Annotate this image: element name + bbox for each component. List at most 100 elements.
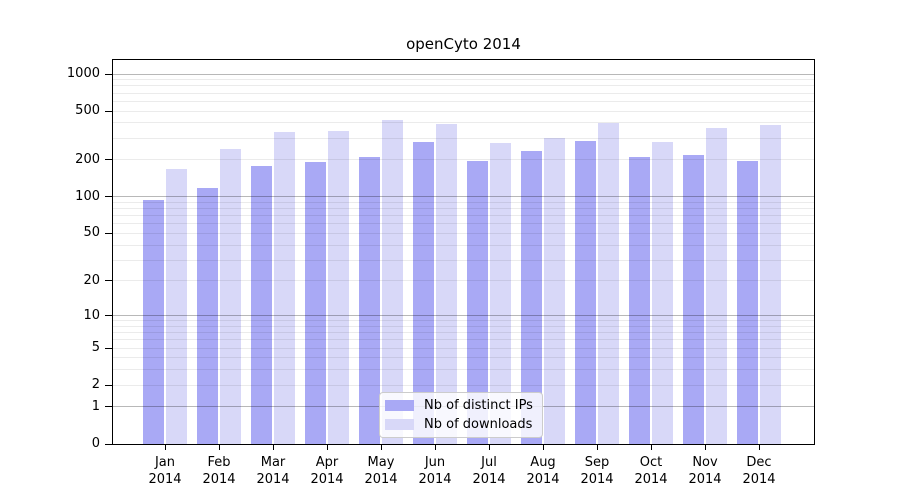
x-tick-mar <box>273 444 274 450</box>
gridline-3 <box>113 369 814 371</box>
gridline-4 <box>113 357 814 359</box>
y-tick-20 <box>105 280 112 282</box>
y-tick-500 <box>105 110 112 112</box>
chart-title: openCyto 2014 <box>406 35 521 53</box>
gridline-6 <box>113 339 814 341</box>
gridline-600 <box>113 100 814 102</box>
x-tick-label-apr: Apr 2014 <box>310 455 344 487</box>
y-tick-label-2: 2 <box>91 377 100 393</box>
legend-label-downloads: Nb of downloads <box>424 417 533 432</box>
y-tick-50 <box>105 232 112 234</box>
legend-swatch-distinct-ips <box>385 400 414 411</box>
y-tick-200 <box>105 159 112 161</box>
bar-distinct-ips-feb <box>197 188 218 444</box>
gridline-90 <box>113 201 814 203</box>
gridline-50 <box>113 232 814 234</box>
x-tick-label-oct: Oct 2014 <box>634 455 668 487</box>
y-tick-label-20: 20 <box>83 272 100 288</box>
x-tick-aug <box>543 444 544 450</box>
y-tick-1 <box>105 406 112 408</box>
bar-downloads-oct <box>652 142 673 444</box>
x-tick-dec <box>759 444 760 450</box>
gridline-300 <box>113 137 814 139</box>
x-tick-jan <box>165 444 166 450</box>
legend: Nb of distinct IPs Nb of downloads <box>379 392 543 438</box>
gridline-80 <box>113 208 814 210</box>
bar-downloads-sep <box>598 122 619 444</box>
y-tick-label-100: 100 <box>75 188 100 204</box>
gridline-10 <box>113 315 814 317</box>
bar-distinct-ips-aug <box>521 151 542 444</box>
y-tick-5 <box>105 347 112 349</box>
y-tick-label-0: 0 <box>91 436 100 451</box>
y-tick-10 <box>105 315 112 317</box>
bar-distinct-ips-apr <box>305 162 326 444</box>
bar-distinct-ips-jul <box>467 161 488 444</box>
y-tick-0 <box>105 443 112 445</box>
x-tick-label-nov: Nov 2014 <box>688 455 722 487</box>
y-tick-label-1000: 1000 <box>66 66 100 81</box>
x-tick-label-aug: Aug 2014 <box>526 455 560 487</box>
x-tick-feb <box>219 444 220 450</box>
bar-distinct-ips-oct <box>629 157 650 444</box>
x-tick-label-sep: Sep 2014 <box>580 455 614 487</box>
y-tick-1000 <box>105 73 112 75</box>
gridline-60 <box>113 223 814 225</box>
y-tick-label-1: 1 <box>91 398 100 414</box>
y-tick-label-5: 5 <box>91 340 100 356</box>
bar-downloads-jan <box>166 168 187 444</box>
x-tick-oct <box>651 444 652 450</box>
bar-downloads-nov <box>706 127 727 444</box>
y-tick-label-10: 10 <box>83 307 100 323</box>
x-tick-label-jul: Jul 2014 <box>472 455 506 487</box>
legend-swatch-downloads <box>385 419 414 430</box>
x-tick-label-dec: Dec 2014 <box>742 455 776 487</box>
bar-distinct-ips-sep <box>575 141 596 444</box>
bar-distinct-ips-mar <box>251 166 272 444</box>
gridline-700 <box>113 92 814 94</box>
legend-item-downloads: Nb of downloads <box>385 417 533 432</box>
y-tick-100 <box>105 196 112 198</box>
x-tick-label-mar: Mar 2014 <box>256 455 290 487</box>
bar-downloads-apr <box>328 131 349 444</box>
bar-distinct-ips-jun <box>413 142 434 444</box>
bar-distinct-ips-nov <box>683 155 704 444</box>
legend-item-distinct-ips: Nb of distinct IPs <box>385 398 533 413</box>
gridline-5 <box>113 347 814 349</box>
x-tick-label-jun: Jun 2014 <box>418 455 452 487</box>
x-tick-sep <box>597 444 598 450</box>
gridline-20 <box>113 280 814 282</box>
gridline-400 <box>113 122 814 124</box>
y-tick-label-500: 500 <box>75 103 100 119</box>
gridline-200 <box>113 159 814 161</box>
gridline-8 <box>113 325 814 327</box>
x-tick-may <box>381 444 382 450</box>
gridline-30 <box>113 259 814 261</box>
bar-downloads-mar <box>274 132 295 444</box>
x-tick-label-jan: Jan 2014 <box>148 455 182 487</box>
bar-downloads-may <box>382 119 403 444</box>
gridline-800 <box>113 85 814 87</box>
gridline-7 <box>113 332 814 334</box>
x-tick-nov <box>705 444 706 450</box>
gridline-500 <box>113 110 814 112</box>
bar-distinct-ips-dec <box>737 161 758 444</box>
bar-distinct-ips-jan <box>143 199 164 444</box>
bar-downloads-aug <box>544 137 565 444</box>
x-tick-apr <box>327 444 328 450</box>
gridline-900 <box>113 79 814 81</box>
bar-distinct-ips-may <box>359 157 380 444</box>
gridline-1000 <box>113 73 814 75</box>
y-tick-2 <box>105 384 112 386</box>
y-tick-label-200: 200 <box>75 151 100 167</box>
gridline-70 <box>113 215 814 217</box>
legend-label-distinct-ips: Nb of distinct IPs <box>424 398 533 413</box>
x-tick-label-feb: Feb 2014 <box>202 455 236 487</box>
gridline-100 <box>113 196 814 198</box>
bar-downloads-dec <box>760 125 781 444</box>
y-tick-label-50: 50 <box>83 225 100 241</box>
x-tick-jun <box>435 444 436 450</box>
bar-downloads-feb <box>220 149 241 444</box>
x-tick-jul <box>489 444 490 450</box>
plot-area <box>112 59 815 445</box>
